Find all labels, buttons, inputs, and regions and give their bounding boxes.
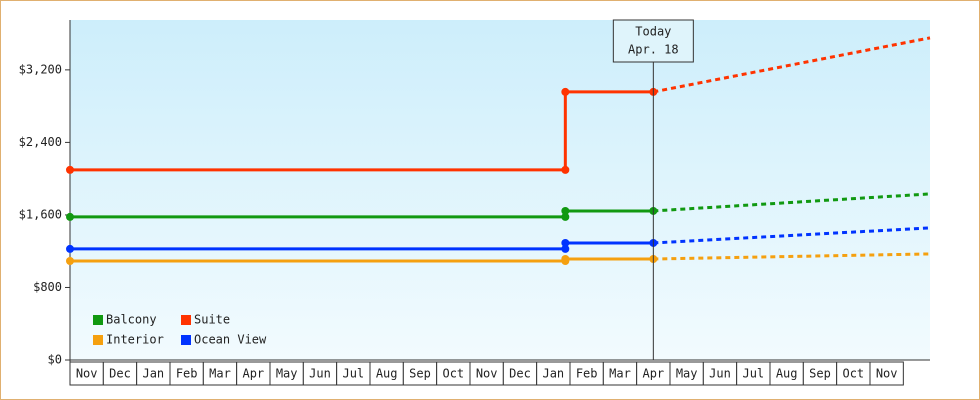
- point: [561, 244, 570, 253]
- y-tick-label: $3,200: [19, 62, 62, 76]
- x-tick-label: Mar: [609, 367, 631, 381]
- x-tick-label: Oct: [842, 367, 864, 381]
- today-label: Apr. 18: [628, 43, 679, 57]
- point: [66, 256, 74, 265]
- x-tick-label: Oct: [442, 367, 464, 381]
- point: [66, 244, 74, 253]
- x-tick-label: Feb: [176, 367, 198, 381]
- x-tick-label: May: [276, 367, 298, 381]
- x-tick-label: May: [676, 367, 698, 381]
- forecast-line: [653, 36, 931, 94]
- x-tick-label: Nov: [476, 367, 498, 381]
- legend-label: Ocean View: [194, 333, 267, 347]
- point: [561, 165, 570, 174]
- x-tick-label: Sep: [409, 367, 431, 381]
- x-tick-label: Dec: [509, 367, 531, 381]
- legend-swatch: [181, 315, 191, 325]
- x-tick-label: Jun: [309, 367, 331, 381]
- forecast-line: [653, 252, 931, 261]
- point: [66, 212, 74, 221]
- x-tick-label: Apr: [642, 367, 664, 381]
- x-tick-label: Jun: [709, 367, 731, 381]
- legend-label: Balcony: [106, 313, 157, 327]
- y-tick-label: $1,600: [19, 207, 62, 221]
- x-tick-label: Jan: [142, 367, 164, 381]
- legend-swatch: [93, 335, 103, 345]
- y-tick-label: $800: [33, 280, 62, 294]
- x-tick-label: Nov: [76, 367, 98, 381]
- legend-label: Suite: [194, 313, 230, 327]
- forecast-line: [653, 192, 931, 213]
- x-tick-label: Aug: [776, 367, 798, 381]
- x-tick-label: Jan: [542, 367, 564, 381]
- today-label: Today: [635, 25, 671, 39]
- point: [66, 165, 74, 174]
- y-tick-label: $2,400: [19, 135, 62, 149]
- y-tick-label: $0: [48, 353, 62, 367]
- point: [561, 87, 570, 96]
- x-tick-label: Nov: [876, 367, 898, 381]
- x-tick-label: Jul: [742, 367, 764, 381]
- point: [561, 254, 570, 263]
- plot-area: [70, 20, 930, 360]
- x-tick-label: Dec: [109, 367, 131, 381]
- series-line: [70, 90, 654, 172]
- x-tick-label: Sep: [809, 367, 831, 381]
- x-tick-label: Aug: [376, 367, 398, 381]
- x-tick-cell: [869, 361, 904, 386]
- point: [561, 206, 570, 215]
- x-tick-label: Jul: [342, 367, 364, 381]
- legend-swatch: [93, 315, 103, 325]
- forecast-line: [653, 226, 931, 245]
- today-box: [612, 19, 694, 63]
- x-tick-label: Feb: [576, 367, 598, 381]
- legend-swatch: [181, 335, 191, 345]
- point: [561, 212, 570, 221]
- legend-label: Interior: [106, 333, 164, 347]
- point: [561, 238, 570, 247]
- x-tick-label: Apr: [242, 367, 264, 381]
- x-tick-label: Mar: [209, 367, 231, 381]
